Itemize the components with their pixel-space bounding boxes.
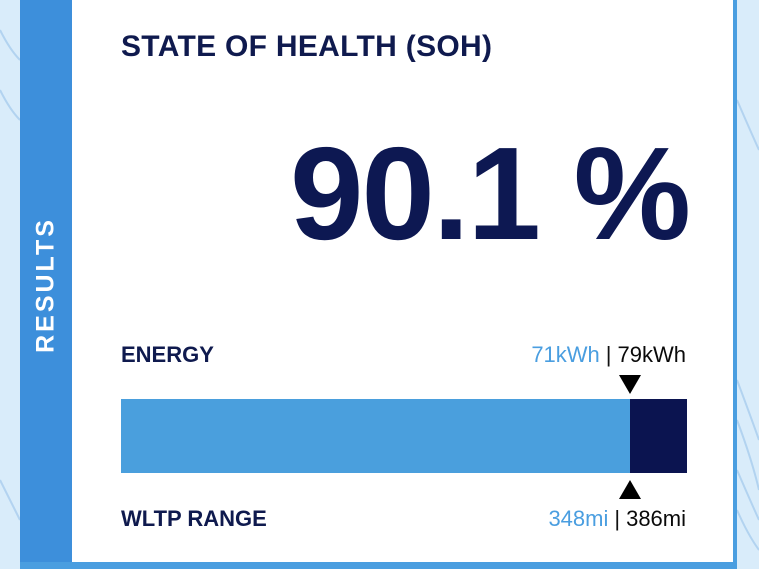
triangle-down-icon xyxy=(619,375,641,394)
range-separator: | xyxy=(614,506,621,531)
energy-values: 71kWh | 79kWh xyxy=(531,342,686,368)
card-right-border xyxy=(733,0,737,569)
results-side-label: RESULTS xyxy=(31,217,60,353)
energy-separator: | xyxy=(605,342,612,367)
triangle-up-icon xyxy=(619,480,641,499)
soh-value: 90.1 % xyxy=(290,120,691,267)
card-bottom-border xyxy=(20,562,737,569)
energy-label: ENERGY xyxy=(121,342,214,367)
card-title: STATE OF HEALTH (SOH) xyxy=(121,30,493,63)
range-original-value: 386mi xyxy=(626,506,686,531)
results-side-stripe xyxy=(20,0,72,569)
energy-original-value: 79kWh xyxy=(617,342,686,367)
wltp-range-values: 348mi | 386mi xyxy=(548,506,686,532)
soh-card xyxy=(72,0,733,562)
wltp-range-label: WLTP RANGE xyxy=(121,506,267,531)
energy-current-value: 71kWh xyxy=(531,342,600,367)
range-current-value: 348mi xyxy=(548,506,609,531)
soh-progress-fill xyxy=(121,399,630,473)
soh-progress-bar xyxy=(121,399,687,473)
